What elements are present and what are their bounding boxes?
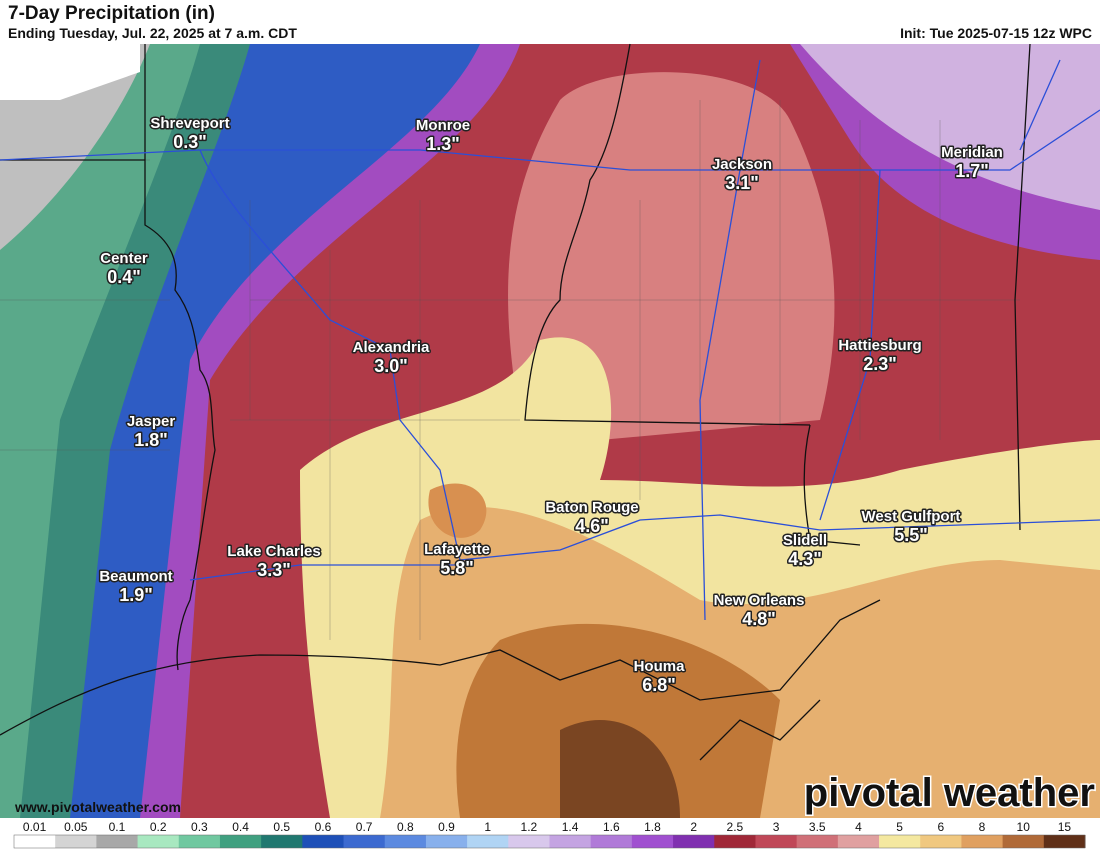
city-value: 5.5" — [894, 525, 928, 545]
legend-swatch — [178, 835, 221, 848]
title: 7-Day Precipitation (in) — [8, 3, 215, 24]
legend-label: 3 — [773, 820, 780, 834]
legend-swatch — [549, 835, 592, 848]
legend-label: 1.8 — [644, 820, 661, 834]
city-value: 4.8" — [742, 609, 776, 629]
legend-swatch — [219, 835, 262, 848]
city-name: Meridian — [941, 144, 1003, 161]
legend-label: 0.01 — [23, 820, 47, 834]
legend-swatch — [425, 835, 468, 848]
legend-label: 2 — [690, 820, 697, 834]
city-name: Lafayette — [424, 541, 490, 558]
city-name: Slidell — [783, 532, 827, 549]
legend-label: 5 — [896, 820, 903, 834]
legend-swatch — [384, 835, 427, 848]
city-name: West Gulfport — [862, 508, 961, 525]
legend-swatch — [714, 835, 756, 848]
legend-label: 0.6 — [315, 820, 332, 834]
legend-swatch — [920, 835, 962, 848]
legend-label: 2.5 — [727, 820, 744, 834]
legend: 0.01 0.05 0.1 0.2 0.3 0.4 0.5 0.6 0.7 0.8 0.9 1 1.2 1… — [13, 820, 1086, 849]
legend-label: 0.8 — [397, 820, 414, 834]
legend-swatch — [55, 835, 97, 848]
legend-swatch — [796, 835, 839, 848]
city-value: 0.4" — [107, 267, 141, 287]
logo: pivotal weather — [804, 771, 1095, 815]
legend-label: 1.4 — [562, 820, 579, 834]
source-url: www.pivotalweather.com — [14, 799, 181, 815]
city-name: Houma — [634, 658, 685, 675]
legend-label: 6 — [937, 820, 944, 834]
city-name: Hattiesburg — [838, 337, 921, 354]
city-value: 1.9" — [119, 585, 153, 605]
city-name: Lake Charles — [227, 543, 320, 560]
legend-label: 0.4 — [232, 820, 249, 834]
legend-swatch — [14, 835, 56, 848]
boundaries — [0, 43, 1100, 761]
legend-label: 4 — [855, 820, 862, 834]
legend-swatch — [343, 835, 386, 848]
city-name: Monroe — [416, 117, 470, 134]
legend-swatch — [755, 835, 798, 848]
legend-swatch — [837, 835, 880, 848]
legend-label: 1.2 — [521, 820, 538, 834]
legend-swatch — [96, 835, 139, 848]
legend-swatch — [1043, 835, 1086, 848]
city-name: Center — [100, 250, 148, 267]
legend-swatch — [631, 835, 674, 848]
legend-swatch — [1002, 835, 1045, 848]
city-value: 3.3" — [257, 560, 291, 580]
legend-label: 8 — [979, 820, 986, 834]
legend-swatch — [508, 835, 550, 848]
city-value: 2.3" — [863, 354, 897, 374]
legend-label: 0.5 — [273, 820, 290, 834]
legend-label: 10 — [1017, 820, 1031, 834]
legend-swatch — [961, 835, 1004, 848]
city-name: Baton Rouge — [545, 499, 638, 516]
legend-label: 1.6 — [603, 820, 620, 834]
city-name: New Orleans — [714, 592, 805, 609]
city-value: 3.1" — [725, 173, 759, 193]
city-value: 4.6" — [575, 516, 609, 536]
city-name: Alexandria — [353, 339, 430, 356]
header-bar — [0, 0, 1100, 44]
city-name: Jasper — [127, 413, 176, 430]
legend-swatch — [673, 835, 715, 848]
legend-label: 0.7 — [356, 820, 373, 834]
city-value: 1.8" — [134, 430, 168, 450]
city-value: 0.3" — [173, 132, 207, 152]
city-name: Beaumont — [99, 568, 172, 585]
legend-swatch — [590, 835, 633, 848]
legend-label: 0.05 — [64, 820, 88, 834]
legend-label: 1 — [484, 820, 491, 834]
city-name: Jackson — [712, 156, 772, 173]
legend-label: 0.1 — [109, 820, 126, 834]
legend-swatch — [879, 835, 921, 848]
city-value: 3.0" — [374, 356, 408, 376]
legend-swatch — [302, 835, 345, 848]
city-value: 6.8" — [642, 675, 676, 695]
city-value: 1.3" — [426, 134, 460, 154]
subtitle: Ending Tuesday, Jul. 22, 2025 at 7 a.m. … — [8, 25, 297, 41]
legend-swatch — [467, 835, 509, 848]
legend-label: 3.5 — [809, 820, 826, 834]
legend-label: 0.9 — [438, 820, 455, 834]
city-name: Shreveport — [150, 115, 229, 132]
init-time: Init: Tue 2025-07-15 12z WPC — [900, 25, 1092, 41]
legend-label: 15 — [1058, 820, 1072, 834]
city-value: 1.7" — [955, 161, 989, 181]
legend-frame — [13, 834, 1086, 849]
legend-label: 0.3 — [191, 820, 208, 834]
city-value: 5.8" — [440, 558, 474, 578]
city-value: 4.3" — [788, 549, 822, 569]
legend-label: 0.2 — [150, 820, 167, 834]
legend-swatch — [137, 835, 180, 848]
legend-swatch — [261, 835, 303, 848]
